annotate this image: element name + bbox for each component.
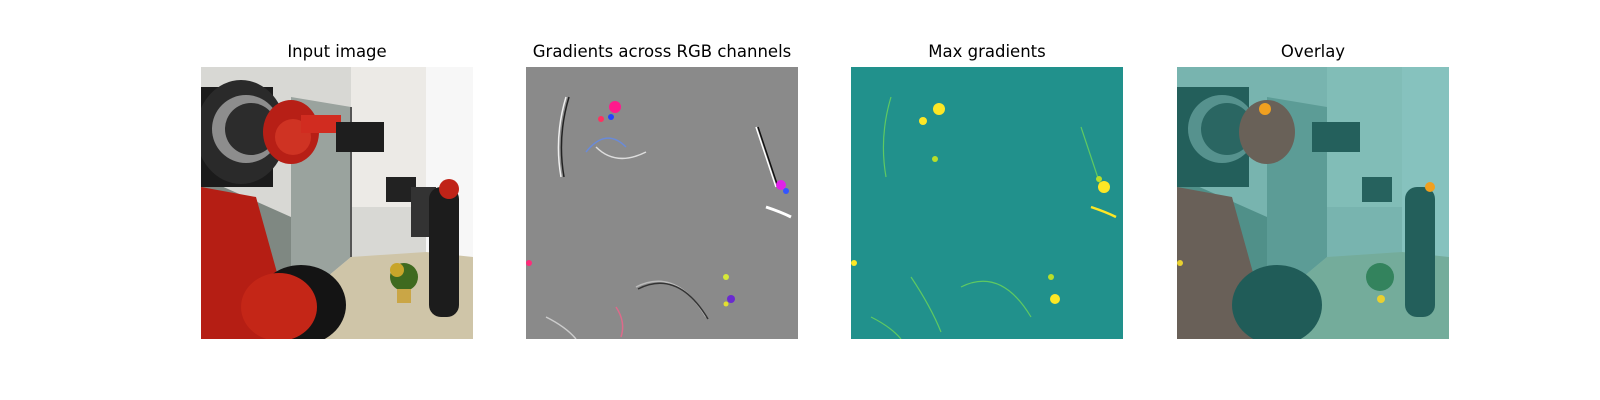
panel-title: Max gradients [928,42,1046,61]
overlay-image [1177,67,1449,339]
panel-title: Input image [287,42,387,61]
input-image [201,67,473,339]
panel-overlay: Overlay [1177,0,1449,400]
panel-title: Overlay [1280,42,1346,61]
panel-rgb-gradients: Gradients across RGB channels [526,0,798,400]
panel-title: Gradients across RGB channels [532,42,792,61]
max-gradient-heatmap [851,67,1123,339]
rgb-gradient-map [526,67,798,339]
panel-input-image: Input image [201,0,473,400]
panel-max-gradients: Max gradients [851,0,1123,400]
